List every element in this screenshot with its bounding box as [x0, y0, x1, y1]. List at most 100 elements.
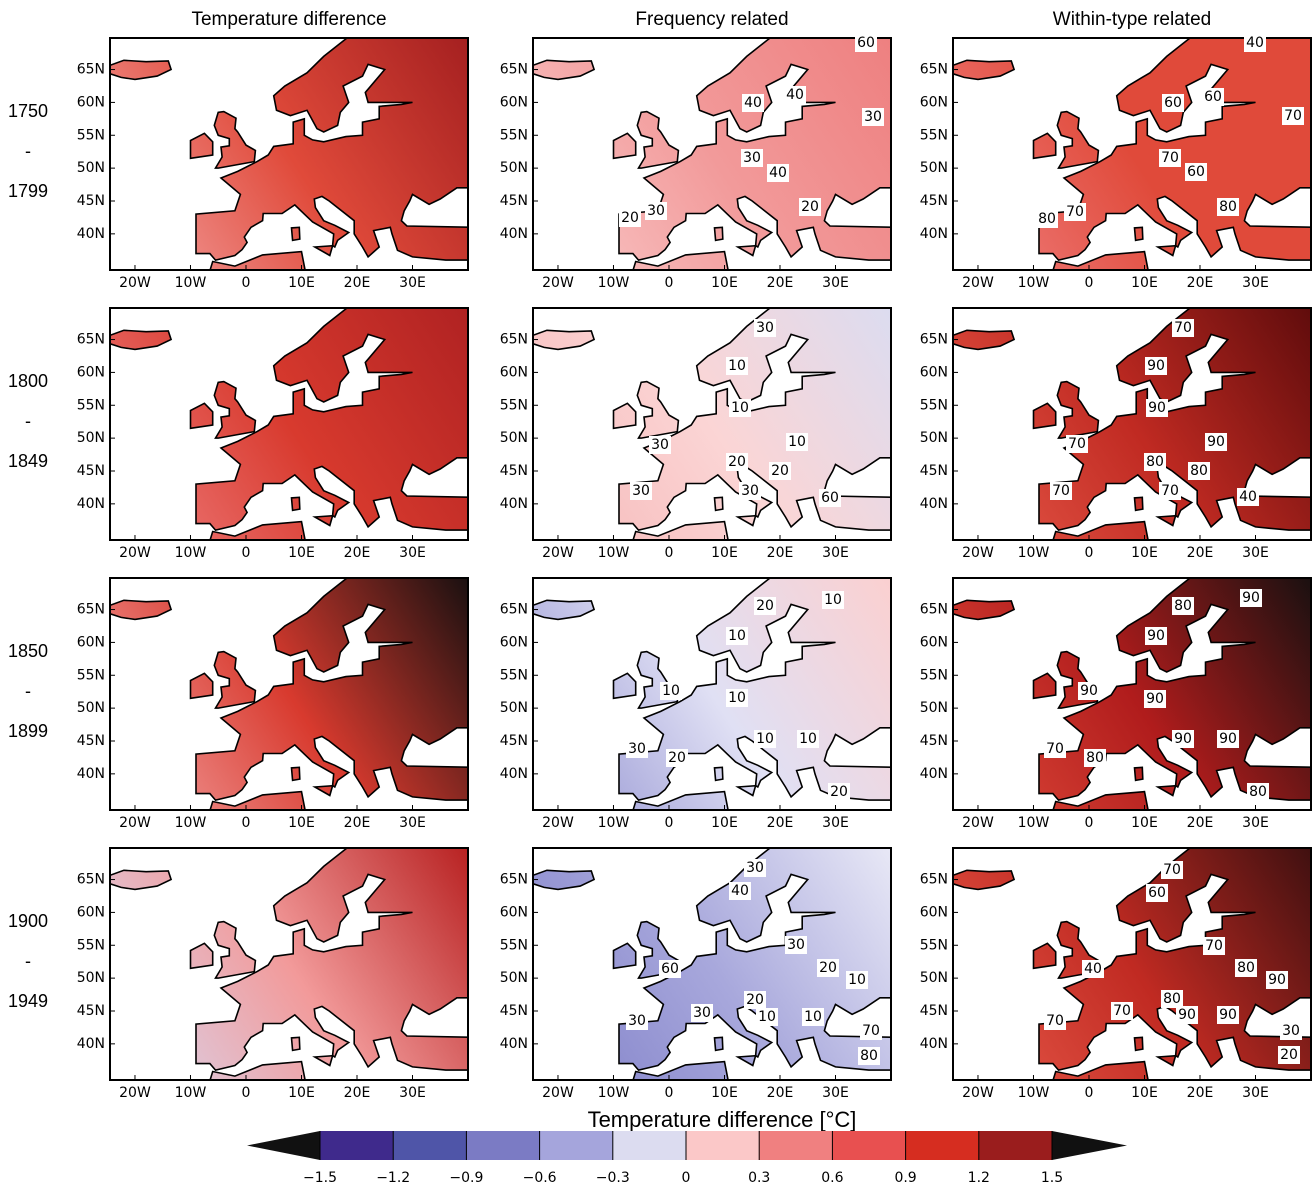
contour-label: 20: [819, 960, 837, 976]
lat-tick-label: 60N: [920, 364, 948, 380]
land-shape: [713, 496, 724, 512]
lon-tick-label: 10E: [288, 1085, 315, 1101]
contour-label-box: [754, 597, 776, 615]
lat-tick-label: 40N: [500, 496, 528, 512]
land-shape: [312, 514, 334, 527]
contour-label-box: [626, 1012, 648, 1030]
contour-label-box: [1111, 1002, 1133, 1020]
land: [110, 308, 468, 540]
land-shape: [612, 672, 637, 700]
land-shape: [1038, 578, 1311, 801]
lon-tick-label: 0: [665, 545, 674, 561]
contour-label: 90: [1219, 1007, 1237, 1023]
lat-tick-label: 40N: [920, 226, 948, 242]
land-shape: [312, 244, 334, 257]
contour-label-box: [786, 433, 808, 451]
lat-tick-label: 45N: [920, 733, 948, 749]
land-shape: [953, 59, 1016, 81]
lat-tick-label: 65N: [920, 602, 948, 618]
lon-tick-label: 10E: [288, 815, 315, 831]
lat-tick-label: 65N: [500, 332, 528, 348]
lon-tick-label: 0: [242, 275, 251, 291]
lat-tick-label: 65N: [920, 62, 948, 78]
lat-tick-label: 60N: [500, 94, 528, 110]
contour-label-box: [754, 319, 776, 337]
contour-label-box: [756, 1008, 778, 1026]
land-shape: [636, 380, 680, 439]
land-shape: [1032, 672, 1057, 700]
contour-label-box: [860, 1022, 882, 1040]
contour-label: 80: [1174, 598, 1192, 614]
lon-tick-label: 10E: [288, 545, 315, 561]
land-shape: [1052, 520, 1149, 540]
colorbar-tick-label: 0.9: [894, 1170, 916, 1186]
contour-label: 30: [1282, 1023, 1300, 1039]
lon-tick-label: 0: [665, 275, 674, 291]
colorbar-tick-label: −1.2: [376, 1170, 410, 1186]
lon-tick-label: 10W: [598, 545, 630, 561]
contour-label: 80: [1086, 750, 1104, 766]
land-shape: [1052, 1060, 1149, 1080]
lon-tick-label: 20W: [542, 275, 574, 291]
lat-tick-label: 65N: [77, 872, 105, 888]
land-shape: [713, 226, 724, 242]
land-shape: [195, 578, 468, 801]
contour-label: 30: [743, 150, 761, 166]
contour-label-box: [858, 1047, 880, 1065]
map-panel: 65N 60N 55N 50N 45N 40N 20W 10W 0 10E 20E 30E 60 40 40…: [500, 34, 892, 291]
contour-label-box: [630, 482, 652, 500]
land-shape: [195, 308, 468, 531]
contour-label-box: [1172, 319, 1194, 337]
contour-label-box: [645, 202, 667, 220]
land-shape: [195, 38, 468, 261]
lat-tick-label: 65N: [77, 332, 105, 348]
contour-label-box: [797, 730, 819, 748]
contour-label: 90: [1080, 683, 1098, 699]
lon-tick-label: 30E: [1242, 1085, 1269, 1101]
land-shape: [1056, 380, 1100, 439]
map-panel: 65N 60N 55N 50N 45N 40N 20W 10W 0 10E 20E 30E: [77, 37, 469, 291]
land-shape: [189, 402, 214, 430]
colorbar-tick-label: −1.5: [303, 1170, 337, 1186]
column-title: Temperature difference: [191, 9, 386, 30]
colorbar-tick-label: 1.5: [1041, 1170, 1063, 1186]
contour-label-box: [1266, 971, 1288, 989]
contour-label-box: [1144, 690, 1166, 708]
colorbar-segment: [686, 1131, 760, 1160]
contour-label-box: [785, 936, 807, 954]
lon-tick-label: 10E: [711, 1085, 738, 1101]
contour-label: 70: [1163, 862, 1181, 878]
lat-tick-label: 40N: [920, 496, 948, 512]
contour-label: 30: [628, 1013, 646, 1029]
colorbar-segment: [905, 1131, 979, 1160]
contour-label-box: [1082, 960, 1104, 978]
contour-label-box: [744, 859, 766, 877]
land-shape: [612, 942, 637, 970]
lon-tick-label: 20W: [962, 1085, 994, 1101]
contour-label: 30: [693, 1005, 711, 1021]
row-label-sep: -: [25, 411, 31, 431]
contour-label: 20: [1280, 1047, 1298, 1063]
lon-tick-label: 0: [1085, 545, 1094, 561]
contour-label-box: [1278, 1046, 1300, 1064]
contour-label: 30: [864, 109, 882, 125]
contour-label-box: [802, 1008, 824, 1026]
contour-label: 60: [1164, 95, 1182, 111]
contour-label: 30: [632, 483, 650, 499]
contour-label-box: [1247, 783, 1269, 801]
lat-tick-label: 45N: [500, 463, 528, 479]
lat-tick-label: 50N: [77, 970, 105, 986]
lat-tick-label: 55N: [920, 397, 948, 413]
lon-tick-label: 30E: [1242, 815, 1269, 831]
lon-tick-label: 20E: [344, 1085, 371, 1101]
land-shape: [618, 578, 891, 801]
contour-label: 40: [1239, 489, 1257, 505]
map-panel: 65N 60N 55N 50N 45N 40N 20W 10W 0 10E 20E 30E 70 90 90…: [920, 307, 1312, 561]
contour-label-box: [1162, 94, 1184, 112]
contour-label: 20: [728, 454, 746, 470]
contour-label-box: [1145, 357, 1167, 375]
lat-tick-label: 50N: [500, 160, 528, 176]
row-label-sep: -: [25, 951, 31, 971]
lon-tick-label: 10W: [175, 815, 207, 831]
lon-tick-label: 0: [1085, 275, 1094, 291]
